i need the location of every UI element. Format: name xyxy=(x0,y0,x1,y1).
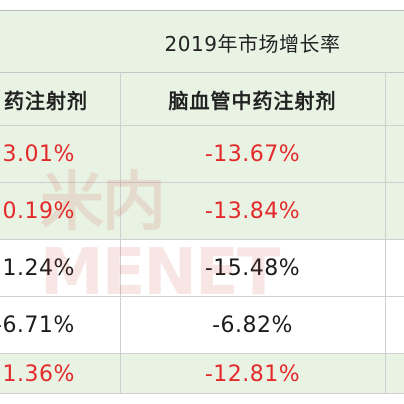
row-4-col-b: -6.82% xyxy=(120,297,385,354)
table-header-title-row: 2019年市场增长率 xyxy=(0,10,404,73)
table-row: 13.01% -13.67% xyxy=(0,125,404,183)
table-row: 11.24% -15.48% xyxy=(0,239,404,297)
table-header-column-row: 药注射剂 脑血管中药注射剂 xyxy=(0,72,404,126)
header-col-b-label: 脑血管中药注射剂 xyxy=(168,89,337,113)
column-divider xyxy=(120,72,121,394)
row-4-col-b-value: -6.82% xyxy=(212,313,293,338)
table-row: -6.71% -6.82% xyxy=(0,296,404,354)
row-2-col-a-value: 10.19% xyxy=(0,199,75,224)
row-1-col-b-value: -13.67% xyxy=(204,142,301,167)
row-3-col-a-value: 11.24% xyxy=(0,256,75,281)
row-1-col-a-value: 13.01% xyxy=(0,142,75,167)
row-5-col-b: -12.81% xyxy=(120,354,385,394)
row-1-col-a: 13.01% xyxy=(0,126,120,183)
header-col-c-cell xyxy=(385,73,404,126)
header-col-a-cell: 药注射剂 xyxy=(0,73,120,126)
row-3-col-a: 11.24% xyxy=(0,240,120,297)
row-5-col-a-value: 11.36% xyxy=(0,361,75,387)
row-3-col-b-value: -15.48% xyxy=(204,256,301,281)
table-bottom-border xyxy=(0,393,404,394)
table-row: 11.36% -12.81% xyxy=(0,353,404,394)
row-2-col-a: 10.19% xyxy=(0,183,120,240)
header-title-cell: 2019年市场增长率 xyxy=(120,11,385,73)
row-1-col-b: -13.67% xyxy=(120,126,385,183)
row-2-col-b-value: -13.84% xyxy=(204,199,301,224)
row-5-col-a: 11.36% xyxy=(0,354,120,394)
row-5-col-b-value: -12.81% xyxy=(204,361,301,387)
header-title: 2019年市场增长率 xyxy=(164,31,341,56)
row-4-col-a-value: -6.71% xyxy=(0,313,75,338)
row-3-col-b: -15.48% xyxy=(120,240,385,297)
row-2-col-b: -13.84% xyxy=(120,183,385,240)
header-col-b-cell: 脑血管中药注射剂 xyxy=(120,73,385,126)
column-divider xyxy=(385,72,386,394)
table-row: 10.19% -13.84% xyxy=(0,182,404,240)
header-col-a-label: 药注射剂 xyxy=(4,89,88,113)
row-4-col-a: -6.71% xyxy=(0,297,120,354)
